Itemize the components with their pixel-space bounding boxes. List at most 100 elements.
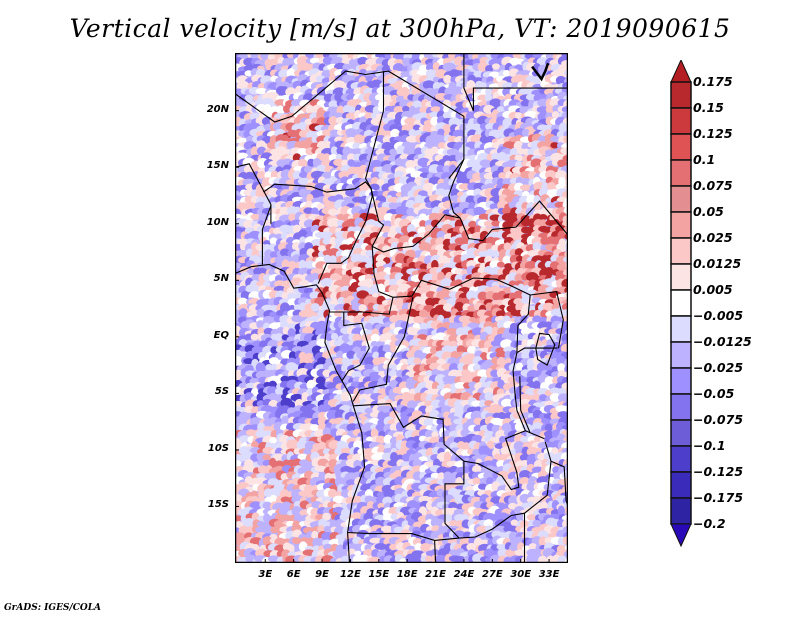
field-cell [352, 142, 362, 150]
colorbar-swatch [670, 315, 692, 343]
field-cell [513, 290, 525, 301]
colorbar-swatch [670, 211, 692, 239]
field-cell [298, 171, 308, 178]
field-cell [497, 290, 507, 302]
colorbar-max-triangle [670, 58, 692, 83]
field-cell [250, 333, 259, 341]
field-cell [436, 290, 446, 301]
lon-tick-label: 30E [510, 569, 532, 580]
field-cell [322, 56, 333, 65]
field-cell [337, 296, 346, 305]
field-cell [442, 303, 453, 312]
field-cell [561, 278, 568, 289]
field-cell [364, 278, 374, 289]
field-cell [396, 145, 406, 157]
colorbar-swatch [670, 289, 692, 317]
field-cell [495, 310, 506, 318]
colorbar [670, 58, 692, 552]
field-cell [345, 106, 357, 113]
field-cell [491, 220, 501, 227]
lon-tick-label: 12E [340, 569, 361, 580]
field-cell [484, 391, 494, 402]
field-cell [491, 250, 500, 258]
field-cell [478, 213, 490, 221]
field-cell [432, 61, 441, 72]
field-cell [419, 263, 429, 270]
field-cell [320, 231, 334, 240]
field-cell [560, 147, 568, 155]
lon-tick-label: 27E [481, 569, 503, 580]
field-cell [402, 57, 412, 66]
field-cell [328, 116, 338, 126]
field-cell [317, 203, 325, 210]
grads-credit: GrADS: IGES/COLA [4, 603, 102, 613]
field-cell [388, 155, 398, 163]
field-cell [437, 128, 445, 137]
colorbar-level-label: −0.0125 [693, 334, 752, 349]
field-cell [282, 104, 291, 113]
field-cell [244, 171, 256, 181]
field-cell [250, 146, 259, 157]
field-cell [458, 201, 472, 209]
field-cell [430, 230, 439, 241]
field-cell [262, 201, 272, 209]
field-cell [536, 106, 549, 114]
field-cell [442, 124, 451, 133]
lat-tick-label: 15N [206, 160, 229, 172]
field-cell [555, 75, 567, 85]
colorbar-swatch [670, 393, 692, 421]
field-cell [400, 188, 411, 200]
field-cell [369, 183, 380, 191]
field-cell [551, 236, 561, 245]
field-cell [256, 308, 266, 318]
field-cell [275, 333, 283, 342]
colorbar-level-label: −0.075 [693, 412, 744, 427]
velocity-field [235, 53, 568, 563]
field-cell [328, 208, 338, 217]
field-cell [370, 333, 381, 343]
field-cell [486, 248, 494, 258]
field-cell [367, 302, 376, 312]
lat-tick-label: EQ [213, 329, 229, 341]
field-cell [520, 308, 529, 318]
field-cell [442, 165, 451, 173]
field-cell [472, 477, 481, 485]
lat-tick-label: 20N [206, 103, 229, 115]
field-cell [389, 148, 397, 156]
lon-tick-label: 15E [368, 569, 390, 580]
field-cell [382, 135, 393, 145]
colorbar-swatch [670, 185, 692, 213]
field-cell [461, 514, 469, 521]
field-cell [402, 453, 411, 462]
field-cell [555, 328, 567, 335]
field-cell [356, 290, 370, 300]
field-cell [244, 195, 254, 204]
field-cell [422, 124, 435, 134]
field-cell [346, 153, 356, 162]
field-cell [544, 149, 553, 156]
colorbar-swatch [670, 445, 692, 473]
field-cell [485, 64, 493, 73]
lon-tick-label: 3E [258, 569, 273, 580]
field-cell [422, 80, 436, 90]
field-cell [430, 146, 439, 155]
field-cell [443, 311, 452, 318]
field-cell [376, 271, 388, 282]
lat-tick-label: 5S [214, 386, 229, 398]
colorbar-level-label: 0.15 [693, 100, 724, 115]
map-canvas [235, 53, 568, 563]
field-cell [256, 171, 266, 180]
colorbar-level-label: −0.2 [693, 516, 726, 531]
field-cell [465, 208, 476, 216]
field-cell [506, 212, 519, 223]
field-cell [269, 251, 279, 259]
field-cell [561, 302, 568, 311]
field-cell [419, 220, 427, 228]
colorbar-swatch [670, 419, 692, 447]
colorbar-level-label: 0.1 [693, 152, 716, 167]
field-cell [520, 100, 530, 107]
field-cell [374, 543, 387, 550]
field-cell [333, 80, 346, 90]
field-cell [323, 140, 332, 149]
colorbar-swatch [670, 159, 692, 187]
